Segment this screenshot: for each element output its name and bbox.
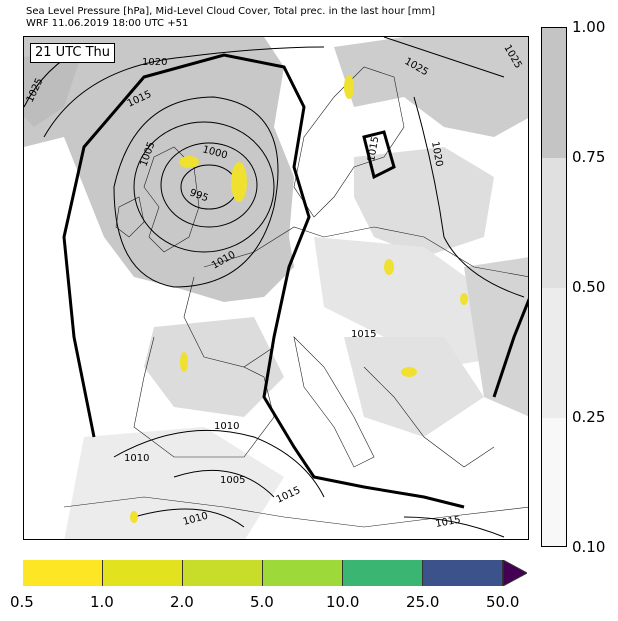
isobar-1025-ne — [383, 37, 505, 78]
cloud-cb-label: 0.25 — [572, 408, 606, 426]
weather-map: 1020 1025 1015 1005 1000 995 1010 1025 1… — [23, 36, 529, 540]
colorbar-segment — [23, 560, 103, 586]
isobar-label: 1015 — [366, 136, 381, 163]
isobar-label: 1010 — [214, 421, 239, 432]
coast-france — [183, 276, 275, 368]
isobar-1020-east — [413, 96, 525, 298]
isobar-label: 1010 — [124, 453, 149, 464]
precip-blob — [401, 367, 417, 377]
isobar-1000 — [160, 142, 258, 228]
coast-ireland — [115, 196, 145, 238]
precip-cb-label: 2.0 — [170, 593, 194, 611]
isobar-1005-south — [173, 469, 275, 498]
cloud-cb-label: 0.10 — [572, 538, 606, 556]
isobar-1010-ring — [113, 96, 279, 288]
isobar-1005 — [133, 121, 275, 253]
precip-blob — [344, 75, 354, 99]
colorbar-segment — [103, 560, 183, 586]
cloud-region-baltic — [354, 147, 494, 257]
precip-blob — [384, 259, 394, 275]
coast-italy — [293, 336, 375, 468]
cloud-region-iberia — [144, 317, 284, 417]
colorbar-segment — [183, 560, 263, 586]
coast-scandinavia — [293, 66, 405, 218]
chart-subtitle: WRF 11.06.2019 18:00 UTC +51 — [26, 18, 189, 29]
precip-cb-label: 50.0 — [486, 593, 520, 611]
cloud-region-nw — [24, 47, 84, 127]
cloud-cb-label: 1.00 — [572, 18, 606, 36]
colorbar-segment — [263, 560, 343, 586]
coast-continent — [203, 226, 528, 277]
isobars-thick — [62, 53, 528, 509]
cloud-region-balkan — [344, 337, 484, 437]
time-label: 21 UTC Thu — [30, 43, 115, 63]
chart-title: Sea Level Pressure [hPa], Mid-Level Clou… — [26, 6, 436, 17]
isobar-label: 1020 — [142, 57, 167, 68]
isobar-label: 1015 — [351, 329, 376, 340]
cloud-region-scand — [334, 37, 528, 137]
isobar-1015-se — [492, 297, 528, 398]
colorbar-segment — [542, 28, 566, 158]
cloud-cover-colorbar — [541, 27, 567, 547]
cloud-region-central — [314, 237, 504, 367]
isobar-label: 1020 — [429, 141, 444, 168]
precip-layer — [130, 75, 468, 523]
precip-blob — [231, 162, 247, 202]
precip-blob — [460, 293, 468, 305]
coast-balkans — [363, 366, 495, 468]
isobar-1015-se — [403, 516, 505, 538]
isobar-1010-south — [113, 429, 325, 498]
cloud-region-south — [64, 427, 284, 539]
coast-africa — [63, 496, 528, 528]
isobar-1010-sw — [133, 508, 245, 528]
precip-cb-label: 5.0 — [250, 593, 274, 611]
map-canvas: 1020 1025 1015 1005 1000 995 1010 1025 1… — [24, 37, 528, 539]
cloud-cb-label: 0.50 — [572, 278, 606, 296]
isobar-1020-north — [43, 46, 325, 138]
precip-cb-label: 25.0 — [406, 593, 440, 611]
colorbar-extend-arrow — [503, 560, 527, 586]
precip-cb-label: 0.5 — [10, 593, 34, 611]
precip-cb-label: 1.0 — [90, 593, 114, 611]
precip-colorbar — [23, 560, 527, 586]
precip-blob — [179, 156, 199, 168]
precip-blob — [130, 511, 138, 523]
colorbar-segment — [423, 560, 503, 586]
colorbar-segment — [542, 288, 566, 418]
isobar-1015-east — [362, 130, 396, 180]
isobar-1015-main — [62, 53, 465, 509]
isobars-thin — [24, 37, 525, 538]
isobar-label: 1015 — [435, 515, 462, 530]
isobar-label: 1005 — [220, 475, 245, 486]
colorbar-segment — [542, 418, 566, 546]
precip-blob — [180, 352, 188, 372]
cloud-region-east — [464, 257, 528, 417]
cloud-cb-label: 0.75 — [572, 148, 606, 166]
cloud-cover-layer — [24, 37, 528, 539]
isobar-label: 1015 — [275, 485, 303, 506]
colorbar-segment — [343, 560, 423, 586]
colorbar-segment — [542, 158, 566, 288]
cloud-region-atlantic — [24, 37, 294, 302]
precip-cb-label: 10.0 — [326, 593, 360, 611]
